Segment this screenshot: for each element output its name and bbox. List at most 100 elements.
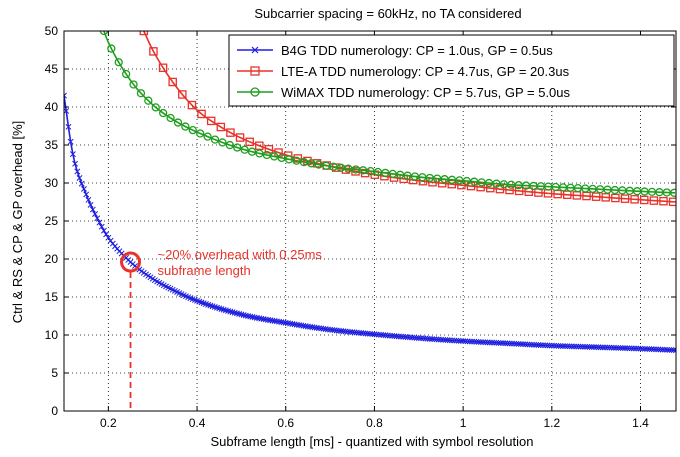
data-point bbox=[173, 118, 183, 127]
data-point bbox=[584, 343, 591, 350]
data-point bbox=[533, 341, 540, 348]
data-point bbox=[475, 338, 482, 345]
data-point bbox=[573, 343, 580, 350]
data-point bbox=[121, 69, 131, 79]
data-point bbox=[526, 341, 533, 348]
data-point bbox=[270, 152, 279, 161]
data-point bbox=[464, 338, 471, 345]
data-point bbox=[562, 343, 569, 350]
data-point bbox=[103, 231, 110, 238]
data-point bbox=[462, 338, 469, 345]
data-point bbox=[555, 342, 562, 349]
data-point bbox=[611, 193, 620, 203]
x-tick-label: 1.2 bbox=[543, 416, 560, 430]
axis-ticks: 0.2 0.4 0.6 0.8 1 1.2 1.4 0 5 10 15 20 25 30 35 40 45 50 bbox=[45, 24, 676, 430]
data-point bbox=[74, 168, 81, 175]
data-point bbox=[238, 311, 245, 318]
data-point bbox=[668, 347, 675, 353]
data-point bbox=[67, 138, 74, 145]
data-point bbox=[87, 201, 94, 208]
data-point bbox=[105, 234, 112, 241]
data-point bbox=[85, 196, 92, 203]
x-tick-label: 0.2 bbox=[100, 416, 117, 430]
data-point bbox=[635, 345, 642, 352]
data-point bbox=[673, 347, 676, 354]
data-point bbox=[256, 315, 263, 322]
data-point bbox=[505, 185, 514, 195]
data-point bbox=[520, 341, 526, 348]
y-tick-label: 0 bbox=[51, 404, 58, 418]
data-point bbox=[258, 315, 265, 322]
x-tick-label: 0.4 bbox=[189, 416, 206, 430]
data-point bbox=[610, 344, 617, 351]
data-point bbox=[98, 223, 105, 230]
data-point bbox=[593, 344, 600, 351]
y-tick-label: 5 bbox=[51, 366, 58, 380]
annotation-text-line2: subframe length bbox=[158, 263, 251, 278]
data-point bbox=[489, 339, 495, 346]
data-point bbox=[508, 340, 515, 347]
data-point bbox=[226, 128, 235, 137]
data-point bbox=[568, 343, 575, 350]
data-point bbox=[563, 190, 572, 200]
data-point bbox=[144, 96, 153, 105]
series-b4g bbox=[64, 92, 676, 354]
data-point bbox=[626, 345, 633, 352]
data-point bbox=[608, 344, 615, 351]
data-point bbox=[277, 153, 286, 163]
data-point bbox=[469, 338, 475, 345]
data-point bbox=[655, 346, 662, 353]
data-point bbox=[83, 191, 90, 198]
x-tick-label: 0.6 bbox=[277, 416, 294, 430]
data-point bbox=[604, 344, 611, 351]
data-point bbox=[661, 346, 668, 353]
data-point bbox=[206, 116, 216, 126]
series-wimax bbox=[99, 31, 676, 197]
data-point bbox=[495, 339, 502, 346]
series-layer bbox=[64, 31, 676, 354]
data-point bbox=[650, 346, 657, 353]
data-point bbox=[486, 183, 495, 193]
data-point bbox=[64, 92, 67, 99]
data-point bbox=[94, 215, 101, 222]
data-point bbox=[225, 140, 234, 150]
data-point bbox=[602, 344, 608, 351]
data-point bbox=[517, 341, 524, 348]
data-point bbox=[664, 346, 671, 353]
data-point bbox=[542, 342, 549, 349]
data-point bbox=[159, 108, 168, 118]
data-point bbox=[149, 47, 158, 56]
annotation-circle bbox=[120, 251, 142, 273]
data-point bbox=[500, 340, 506, 347]
data-point bbox=[491, 339, 498, 346]
x-tick-label: 0.8 bbox=[366, 416, 383, 430]
data-point bbox=[597, 344, 604, 351]
data-point bbox=[599, 344, 606, 351]
y-axis-label: Ctrl & RS & CP & GP overhead [%] bbox=[10, 121, 25, 324]
data-point bbox=[247, 313, 254, 320]
data-point bbox=[668, 197, 676, 207]
data-point bbox=[546, 342, 553, 349]
data-point bbox=[553, 342, 560, 349]
data-point bbox=[240, 312, 247, 318]
chart-title: Subcarrier spacing = 60kHz, no TA consid… bbox=[254, 6, 521, 21]
legend-label: WiMAX TDD numerology: CP = 5.7us, GP = 5… bbox=[281, 85, 571, 100]
data-point bbox=[99, 31, 109, 36]
x-tick-label: 1.4 bbox=[632, 416, 649, 430]
data-point bbox=[522, 341, 529, 348]
data-point bbox=[484, 339, 491, 346]
x-axis-label: Subframe length [ms] - quantized with sy… bbox=[211, 434, 534, 449]
data-point bbox=[620, 194, 630, 203]
data-point bbox=[129, 80, 138, 89]
data-point bbox=[178, 90, 187, 99]
data-point bbox=[168, 77, 177, 87]
data-point bbox=[630, 195, 639, 204]
data-point bbox=[197, 109, 206, 119]
data-point bbox=[188, 125, 197, 135]
legend-label: B4G TDD numerology: CP = 1.0us, GP = 0.5… bbox=[281, 43, 553, 58]
data-point bbox=[181, 122, 190, 131]
y-tick-label: 50 bbox=[45, 24, 59, 38]
data-point bbox=[548, 342, 555, 349]
